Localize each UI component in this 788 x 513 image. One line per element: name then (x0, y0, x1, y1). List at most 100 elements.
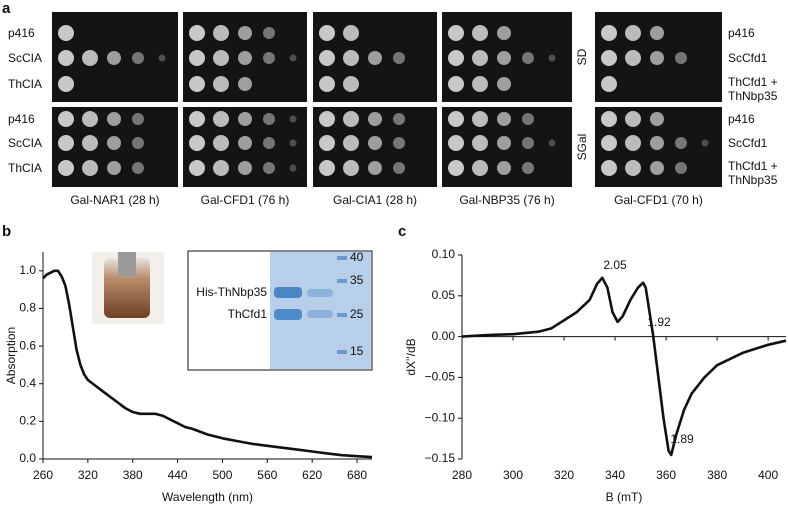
x-tick-label: 340 (605, 468, 625, 482)
yeast-spot (319, 160, 335, 176)
yeast-spot (263, 113, 275, 125)
yeast-spot (238, 26, 252, 40)
yeast-spot (58, 50, 74, 66)
yeast-spot (263, 52, 275, 64)
yeast-spot (263, 137, 275, 149)
data-line (42, 269, 373, 459)
y-axis-label: Absorption (4, 327, 18, 384)
yeast-spot (238, 161, 252, 175)
yeast-spot (472, 50, 488, 66)
yeast-spot (132, 162, 144, 174)
panel-label: a (2, 0, 11, 17)
yeast-spot (289, 54, 297, 62)
gel-band (274, 309, 302, 320)
y-tick-label: 0.05 (432, 288, 456, 302)
marker-label: 40 (350, 250, 364, 264)
yeast-spot (158, 54, 166, 62)
yeast-spot (393, 113, 405, 125)
yeast-spot (213, 135, 229, 151)
marker-band (337, 256, 347, 260)
spot-plates (52, 12, 722, 187)
yeast-spot (319, 50, 335, 66)
yeast-spot (625, 160, 641, 176)
row-label: ThCIA (8, 77, 43, 91)
yeast-spot (343, 25, 359, 41)
yeast-spot (213, 160, 229, 176)
yeast-spot (448, 50, 464, 66)
yeast-spot (650, 136, 664, 150)
x-tick-label: 360 (656, 468, 676, 482)
inset-label: His-ThNbp35 (196, 285, 267, 299)
yeast-spot (189, 76, 205, 92)
yeast-spot (343, 160, 359, 176)
yeast-spot (189, 50, 205, 66)
row-label: ScCfd1 (728, 51, 768, 65)
yeast-spot (82, 160, 98, 176)
yeast-spot (522, 137, 534, 149)
yeast-spot (701, 139, 709, 147)
yeast-spot (189, 160, 205, 176)
yeast-spot (472, 135, 488, 151)
yeast-spot (238, 136, 252, 150)
yeast-spot (650, 51, 664, 65)
yeast-spot (497, 51, 511, 65)
yeast-spot (289, 164, 297, 172)
yeast-spot (497, 136, 511, 150)
gel-band (274, 287, 302, 298)
yeast-spot (601, 160, 617, 176)
yeast-spot (213, 25, 229, 41)
yeast-spot (675, 137, 687, 149)
yeast-spot (189, 135, 205, 151)
y-tick-label: −0.10 (425, 410, 456, 424)
y-axis-label: dX''/dB (404, 338, 418, 375)
yeast-spot (601, 25, 617, 41)
yeast-spot (289, 115, 297, 123)
yeast-spot (601, 76, 617, 92)
yeast-spot (675, 52, 687, 64)
yeast-spot (82, 135, 98, 151)
yeast-spot (548, 139, 556, 147)
row-label: ScCfd1 (728, 136, 768, 150)
y-tick-label: −0.05 (425, 370, 456, 384)
row-label: ThCfd1 + ThNbp35 (728, 75, 778, 103)
marker-band (337, 279, 347, 283)
yeast-spot (107, 136, 121, 150)
x-tick-label: 440 (168, 468, 188, 482)
column-caption: Gal-NBP35 (76 h) (459, 193, 555, 207)
yeast-spot (319, 25, 335, 41)
yeast-spot (263, 162, 275, 174)
inset-label: ThCfd1 (228, 307, 268, 321)
x-axis-label: Wavelength (nm) (162, 490, 253, 504)
yeast-spot (497, 77, 511, 91)
yeast-spot (132, 137, 144, 149)
y-tick-label: 0.10 (432, 247, 456, 261)
yeast-spot (58, 76, 74, 92)
column-caption: Gal-CIA1 (28 h) (332, 193, 418, 207)
x-tick-label: 320 (78, 468, 98, 482)
yeast-spot (238, 112, 252, 126)
annotation: 2.05 (603, 258, 627, 272)
marker-label: 35 (350, 273, 364, 287)
yeast-spot (107, 51, 121, 65)
condition-label: SD (575, 48, 589, 66)
yeast-spot (448, 135, 464, 151)
x-tick-label: 500 (212, 468, 232, 482)
annotation: 1.89 (670, 432, 694, 446)
yeast-spot (132, 113, 144, 125)
x-tick-label: 380 (123, 468, 143, 482)
row-label: p416 (728, 112, 755, 126)
yeast-spot (238, 51, 252, 65)
yeast-spot (393, 52, 405, 64)
y-tick-label: −0.15 (425, 451, 456, 465)
column-caption: Gal-NAR1 (28 h) (70, 193, 160, 207)
yeast-spot (368, 161, 382, 175)
marker-label: 15 (350, 344, 364, 358)
row-label: ScCIA (8, 51, 43, 65)
yeast-spot (497, 112, 511, 126)
panel-label: b (2, 223, 12, 240)
y-tick-label: 0.0 (19, 451, 36, 465)
yeast-spot (58, 160, 74, 176)
panel-label: c (398, 223, 407, 240)
row-label: ScCIA (8, 136, 43, 150)
